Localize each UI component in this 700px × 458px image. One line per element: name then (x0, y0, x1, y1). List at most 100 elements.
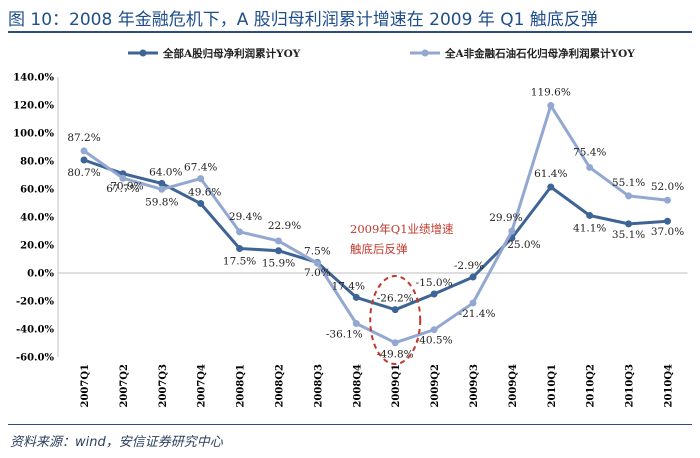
x-tick-label: 2010Q4 (664, 364, 675, 408)
data-label-all-a: 17.4% (332, 280, 365, 292)
data-point-all-a (664, 217, 671, 225)
x-tick-label: 2007Q1 (80, 364, 91, 408)
figure-title: 图 10：2008 年金融危机下，A 股归母利润累计增速在 2009 年 Q1 … (8, 10, 598, 30)
data-point-all-a (391, 306, 399, 314)
data-point-non-financial (275, 237, 282, 245)
x-tick-label: 2010Q1 (547, 364, 558, 408)
x-tick-label: 2008Q1 (236, 364, 247, 408)
data-label-all-a: 7.5% (304, 246, 331, 258)
data-point-non-financial (236, 228, 244, 236)
data-label-all-a: 17.5% (223, 256, 256, 268)
data-point-all-a (80, 156, 88, 164)
y-tick-label: 120.0% (13, 101, 54, 112)
y-tick-label: -20.0% (16, 297, 55, 308)
x-tick-label: 2007Q4 (197, 364, 208, 408)
data-label-non-financial: -40.5% (416, 335, 453, 347)
data-label-all-a: 25.0% (507, 239, 540, 251)
y-tick-label: 80.0% (20, 157, 54, 168)
data-point-non-financial (352, 320, 360, 328)
data-label-non-financial: 87.2% (67, 132, 100, 144)
x-tick-label: 2009Q2 (430, 364, 441, 408)
x-tick-label: 2007Q2 (119, 364, 130, 408)
data-point-non-financial (391, 339, 399, 347)
legend-marker (139, 49, 147, 57)
x-tick-label: 2009Q4 (508, 364, 519, 408)
data-label-non-financial: 29.4% (229, 211, 262, 223)
y-tick-label: 140.0% (13, 73, 54, 84)
data-label-all-a: 61.4% (534, 168, 567, 180)
x-tick-label: 2009Q1 (391, 364, 402, 408)
x-tick-label: 2008Q4 (352, 364, 363, 408)
data-label-non-financial: 22.9% (268, 220, 301, 232)
y-tick-label: 100.0% (13, 129, 54, 140)
x-tick-label: 2008Q3 (313, 364, 324, 408)
data-label-non-financial: 67.4% (184, 162, 217, 174)
y-tick-label: 0.0% (27, 269, 54, 280)
x-tick-label: 2009Q3 (469, 364, 480, 408)
data-point-all-a (469, 273, 477, 281)
data-point-non-financial (664, 196, 671, 204)
data-point-all-a (430, 290, 438, 298)
data-label-all-a: -2.9% (454, 260, 484, 272)
data-point-non-financial (469, 299, 477, 307)
y-tick-label: 40.0% (20, 213, 54, 224)
data-point-non-financial (158, 185, 166, 193)
data-point-all-a (547, 183, 555, 191)
data-point-non-financial (508, 227, 516, 235)
y-tick-label: -60.0% (16, 353, 55, 364)
annotation-text: 2009年Q1业绩增速 (350, 222, 454, 236)
annotation-text: 触底后反弹 (350, 242, 408, 256)
data-label-non-financial: 59.8% (145, 196, 178, 208)
data-point-non-financial (430, 326, 438, 334)
data-label-non-financial: 75.4% (573, 146, 606, 158)
data-label-all-a: 80.7% (67, 167, 100, 179)
series-line-all-a (83, 158, 668, 312)
legend-label: 全部A股归母净利润累计YOY (162, 47, 301, 60)
data-point-all-a (158, 179, 166, 187)
y-tick-label: 20.0% (20, 241, 54, 252)
data-label-non-financial: 119.6% (531, 87, 571, 99)
data-point-all-a (586, 211, 594, 219)
data-label-non-financial: -21.4% (459, 308, 496, 320)
data-label-non-financial: 52.0% (651, 181, 684, 193)
data-label-all-a: 49.6% (188, 187, 221, 199)
data-point-all-a (625, 220, 633, 228)
y-tick-label: 60.0% (20, 185, 54, 196)
data-label-non-financial: 7.0% (304, 267, 331, 279)
data-point-non-financial (625, 192, 633, 200)
data-label-all-a: 37.0% (651, 226, 684, 238)
data-point-non-financial (197, 175, 205, 183)
data-point-non-financial (80, 147, 88, 155)
x-tick-label: 2010Q2 (586, 364, 597, 408)
x-tick-label: 2010Q3 (625, 364, 636, 408)
data-label-all-a: -15.0% (416, 277, 453, 289)
data-point-all-a (197, 200, 205, 208)
annotation-ellipse (369, 275, 422, 365)
data-label-non-financial: -49.8% (377, 349, 414, 361)
data-label-non-financial: 67.7% (106, 183, 139, 195)
source-note: 资料来源：wind，安信证券研究中心 (10, 435, 223, 450)
data-label-all-a: 41.1% (573, 222, 606, 234)
data-label-all-a: 70.9% (110, 181, 143, 193)
data-point-non-financial (547, 102, 555, 110)
data-label-all-a: 64.0% (149, 166, 182, 178)
title-rule (8, 31, 692, 33)
data-point-non-financial (119, 174, 127, 182)
legend-marker (421, 49, 429, 57)
data-point-all-a (352, 293, 360, 301)
series-line-non-financial (83, 104, 668, 345)
y-tick-label: -40.0% (16, 325, 55, 336)
data-point-all-a (236, 245, 244, 252)
legend-label: 全A非金融石油石化归母净利润累计YOY (444, 47, 635, 60)
data-point-non-financial (313, 259, 321, 267)
data-label-non-financial: -36.1% (326, 329, 363, 341)
data-point-non-financial (586, 163, 594, 171)
data-label-all-a: 15.9% (262, 258, 295, 270)
x-tick-label: 2007Q3 (158, 364, 169, 408)
data-label-all-a: 35.1% (612, 229, 645, 241)
data-point-all-a (275, 247, 282, 255)
data-label-non-financial: 55.1% (612, 177, 645, 189)
data-label-non-financial: 29.9% (489, 212, 522, 224)
source-rule (8, 424, 692, 425)
